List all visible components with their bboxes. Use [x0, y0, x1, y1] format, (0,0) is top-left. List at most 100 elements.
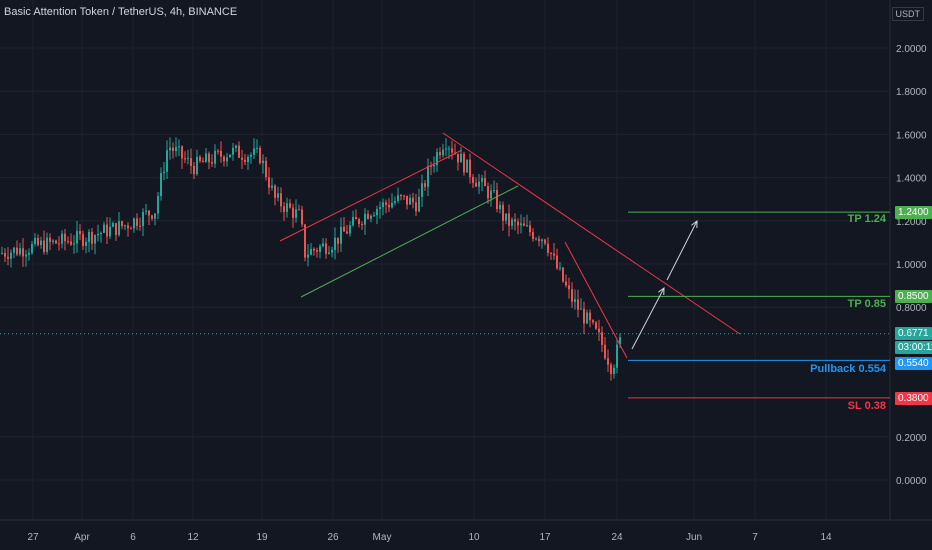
sl-price-tag: 0.3800 [895, 392, 932, 405]
candle-body [319, 246, 321, 252]
candle-body [499, 204, 501, 210]
candle-body [118, 221, 120, 236]
candle-body [442, 149, 444, 156]
candle-body [478, 181, 480, 187]
candle-body [217, 150, 219, 152]
candle-body [37, 237, 39, 246]
candle-body [586, 312, 588, 324]
candle-body [418, 196, 420, 212]
candle-body [16, 247, 18, 255]
candle-body [172, 147, 174, 151]
candle-body [526, 225, 528, 227]
current-price-tag: 0.6771 [895, 327, 932, 340]
candle-body [481, 178, 483, 182]
candle-body [256, 147, 258, 149]
candle-body [259, 147, 261, 164]
candle-body [103, 224, 105, 233]
candle-body [604, 344, 606, 359]
candle-body [310, 248, 312, 255]
candle-body [13, 247, 15, 253]
candle-body [538, 238, 540, 242]
candle-body [397, 195, 399, 202]
candle-body [52, 240, 54, 242]
candle-body [166, 150, 168, 172]
x-axis-labels: 27 Apr 6 12 19 26 May 10 17 24 Jun 7 14 [27, 532, 832, 543]
candle-body [535, 238, 537, 240]
candle-body [487, 186, 489, 199]
candle-body [475, 182, 477, 187]
candle-body [502, 204, 504, 221]
candle-body [286, 203, 288, 212]
candle-body [187, 158, 189, 160]
candle-body [427, 165, 429, 187]
candle-body [457, 153, 459, 163]
x-tick-label: 24 [611, 532, 623, 543]
candle-body [568, 285, 570, 290]
tp2-label: TP 1.24 [847, 213, 886, 225]
candle-body [358, 219, 360, 225]
x-tick-label: 17 [539, 532, 551, 543]
candle-body [91, 231, 93, 244]
candle-body [523, 223, 525, 226]
candle-body [370, 215, 372, 219]
tp2-price-tag: 1.2400 [895, 206, 932, 219]
candle-body [205, 153, 207, 163]
candle-body [163, 171, 165, 174]
candle-body [244, 159, 246, 162]
candle-body [307, 254, 309, 258]
y-tick-label: 0.8000 [896, 303, 927, 314]
candle-body [424, 183, 426, 187]
candle-body [112, 223, 114, 227]
candle-body [61, 233, 63, 244]
candle-body [88, 231, 90, 242]
candle-body [439, 152, 441, 156]
candle-body [28, 252, 30, 255]
currency-label: USDT [891, 7, 924, 21]
candle-body [415, 202, 417, 212]
candle-body [613, 367, 615, 374]
candle-body [22, 248, 24, 257]
candle-body [595, 322, 597, 329]
candle-body [601, 332, 603, 345]
candle-body [562, 267, 564, 282]
candle-body [547, 243, 549, 253]
x-tick-label: 19 [256, 532, 268, 543]
candle-body [43, 240, 45, 253]
candle-body [46, 237, 48, 253]
tp1-label: TP 0.85 [847, 298, 886, 310]
candle-body [394, 201, 396, 203]
candle-body [565, 281, 567, 286]
candle-body [331, 249, 333, 253]
candle-body [58, 243, 60, 245]
candle-body [283, 206, 285, 212]
candle-body [466, 159, 468, 173]
candle-body [592, 320, 594, 323]
candle-body [460, 153, 462, 163]
candle-body [373, 215, 375, 217]
candle-body [292, 207, 294, 218]
candle-body [496, 190, 498, 210]
drawings [0, 132, 890, 399]
sl-label: SL 0.38 [847, 400, 886, 412]
candle-body [133, 218, 135, 229]
grid [0, 0, 932, 521]
candle-body [268, 177, 270, 188]
candle-body [130, 228, 132, 230]
candle-body [124, 225, 126, 227]
steep-trend-line [564, 241, 628, 359]
candle-body [346, 231, 348, 234]
candle-body [73, 243, 75, 245]
candle-body [25, 254, 27, 257]
candle-body [280, 193, 282, 207]
candle-body [94, 235, 96, 244]
y-tick-label: 1.8000 [896, 87, 927, 98]
x-tick-label: 6 [130, 532, 136, 543]
candle-body [76, 230, 78, 244]
candle-body [352, 217, 354, 226]
candle-body [607, 358, 609, 365]
candle-body [430, 165, 432, 167]
candle-body [154, 213, 156, 219]
y-tick-label: 1.2000 [896, 217, 927, 228]
candle-body [232, 147, 234, 155]
